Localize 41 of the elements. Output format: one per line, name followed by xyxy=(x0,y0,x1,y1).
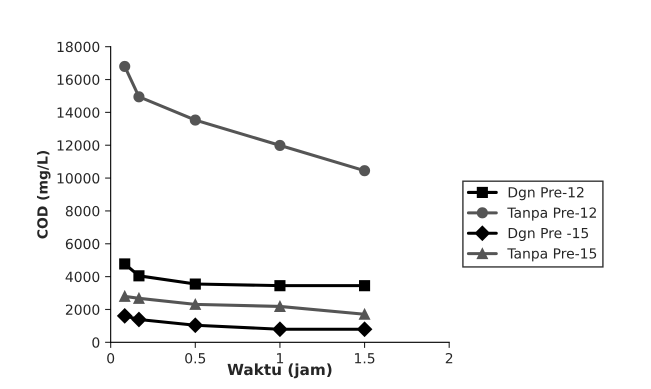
y-tick-label: 10000 xyxy=(58,173,100,184)
x-axis-title: Waktu (jam) xyxy=(228,363,332,378)
point xyxy=(190,114,201,126)
point xyxy=(188,318,203,333)
x-tick-label: 1.5 xyxy=(355,353,374,364)
point xyxy=(133,292,144,304)
y-tick-label: 2000 xyxy=(66,304,100,315)
y-tick-label: 6000 xyxy=(66,238,100,250)
y-tick-label: 12000 xyxy=(58,140,100,151)
legend-label: Dgn Pre-12 xyxy=(508,187,584,200)
x-tick-label: 0.5 xyxy=(185,352,206,364)
point xyxy=(133,270,144,282)
point xyxy=(190,278,201,290)
point xyxy=(356,322,372,337)
point xyxy=(274,300,286,312)
x-tick-label: 1 xyxy=(277,353,284,364)
x-tick-label: 2 xyxy=(446,352,452,364)
point xyxy=(359,308,370,320)
point xyxy=(272,322,288,337)
point xyxy=(359,280,370,292)
point xyxy=(119,60,130,72)
y-axis-title: COD (mg/L) xyxy=(36,150,51,239)
point xyxy=(190,298,201,310)
point xyxy=(359,165,370,176)
y-tick-label: 4000 xyxy=(66,272,100,282)
point xyxy=(119,258,130,270)
point xyxy=(133,91,144,102)
point xyxy=(274,280,286,292)
y-tick-label: 18000 xyxy=(58,42,100,52)
point xyxy=(119,290,130,302)
point xyxy=(117,308,132,324)
y-tick-label: 8000 xyxy=(66,206,100,216)
point xyxy=(274,140,286,151)
x-tick-label: 0 xyxy=(107,352,114,364)
legend-label: Dgn Pre -15 xyxy=(508,228,588,241)
y-tick-label: 16000 xyxy=(58,74,100,86)
point xyxy=(131,312,147,328)
y-tick-label: 14000 xyxy=(58,107,100,118)
legend-label: Tanpa Pre-15 xyxy=(507,248,596,262)
y-tick-label: 0 xyxy=(92,337,100,348)
legend-label: Tanpa Pre-12 xyxy=(507,207,596,221)
